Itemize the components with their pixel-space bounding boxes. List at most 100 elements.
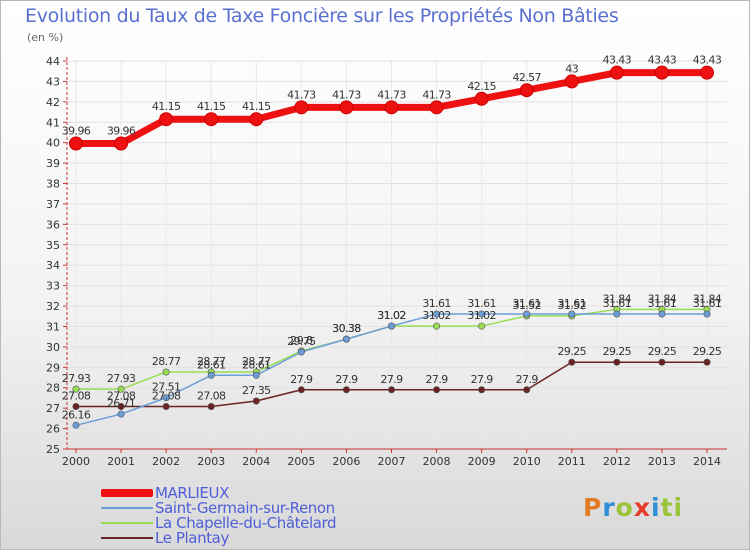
data-label: 27.08: [107, 390, 136, 403]
legend-swatch-marlieux: [101, 489, 153, 497]
x-tick-label: 2013: [648, 455, 676, 468]
data-label: 31.02: [467, 309, 496, 322]
data-label: 31.61: [467, 297, 496, 310]
x-tick-label: 2004: [242, 455, 270, 468]
data-label: 41.15: [197, 100, 226, 113]
y-tick-label: 36: [46, 218, 60, 231]
data-label: 43.43: [603, 54, 632, 67]
x-tick-label: 2005: [287, 455, 315, 468]
data-label: 28.77: [152, 355, 181, 368]
data-point: [433, 386, 441, 394]
legend-swatch-la-chapelle: [101, 522, 153, 524]
data-label: 27.08: [62, 390, 91, 403]
y-tick-label: 43: [46, 75, 60, 88]
data-point: [478, 386, 486, 394]
data-point: [613, 310, 621, 318]
data-point: [252, 371, 260, 379]
y-tick-label: 29: [46, 361, 60, 374]
logo-letter: r: [602, 493, 616, 522]
data-label: 28.77: [197, 355, 226, 368]
data-label: 27.08: [197, 390, 226, 403]
data-point: [387, 322, 395, 330]
data-label: 26.71: [107, 397, 136, 410]
data-label: 31.84: [603, 292, 632, 305]
data-point: [703, 310, 711, 318]
data-label: 41.73: [287, 88, 316, 101]
data-label: 26.16: [62, 408, 91, 421]
data-label: 31.61: [693, 297, 722, 310]
logo-letter: i: [673, 493, 684, 522]
data-point: [159, 112, 174, 127]
data-point: [387, 386, 395, 394]
data-point: [564, 74, 579, 89]
data-label: 27.93: [107, 372, 136, 385]
logo-letter: t: [660, 493, 674, 522]
data-label: 27.9: [516, 373, 539, 386]
y-tick-label: 37: [46, 198, 60, 211]
data-label: 27.9: [471, 373, 494, 386]
data-point: [162, 403, 170, 411]
data-point: [72, 421, 80, 429]
data-label: 41.15: [242, 100, 271, 113]
logo-letter: P: [583, 493, 603, 522]
y-tick-label: 26: [46, 423, 60, 436]
data-point: [339, 100, 354, 115]
y-tick-label: 39: [46, 157, 60, 170]
y-tick-label: 27: [46, 402, 60, 415]
data-point: [207, 403, 215, 411]
data-label: 43: [565, 62, 578, 75]
data-point: [297, 386, 305, 394]
data-label: 28.61: [197, 358, 226, 371]
legend-label-marlieux: MARLIEUX: [155, 484, 229, 502]
data-label: 31.61: [648, 297, 677, 310]
x-tick-label: 2010: [513, 455, 541, 468]
x-tick-label: 2014: [693, 455, 721, 468]
data-label: 31.61: [558, 297, 587, 310]
data-label: 42.15: [467, 80, 496, 93]
x-tick-label: 2006: [332, 455, 360, 468]
x-tick-label: 2007: [378, 455, 406, 468]
data-label: 27.08: [152, 390, 181, 403]
data-point: [654, 65, 669, 80]
proxiti-logo: Proxiti: [583, 493, 683, 522]
x-tick-label: 2002: [152, 455, 180, 468]
data-point: [72, 403, 80, 411]
data-label: 29.25: [648, 345, 677, 358]
y-tick-label: 34: [46, 259, 60, 272]
y-tick-label: 25: [46, 443, 60, 456]
legend-label-saint-germain: Saint-Germain-sur-Renon: [155, 499, 335, 517]
data-label: 31.02: [377, 309, 406, 322]
legend-swatch-saint-germain: [101, 507, 153, 509]
data-label: 41.73: [332, 88, 361, 101]
logo-letter: o: [615, 493, 634, 522]
data-label: 43.43: [693, 54, 722, 67]
data-point: [342, 335, 350, 343]
y-tick-label: 40: [46, 137, 60, 150]
data-label: 27.93: [62, 372, 91, 385]
y-tick-label: 32: [46, 300, 60, 313]
data-point: [204, 112, 219, 127]
data-point: [523, 386, 531, 394]
data-point: [519, 83, 534, 98]
data-label: 42.57: [512, 71, 541, 84]
data-label: 31.52: [512, 299, 541, 312]
data-label: 27.9: [290, 373, 313, 386]
data-point: [613, 358, 621, 366]
x-tick-label: 2001: [107, 455, 135, 468]
data-point: [69, 136, 83, 151]
data-point: [433, 310, 441, 318]
data-point: [478, 310, 486, 318]
data-point: [523, 310, 531, 318]
data-label: 29.8: [290, 334, 313, 347]
data-point: [207, 371, 215, 379]
x-tick-label: 2000: [62, 455, 90, 468]
data-label: 31.52: [558, 299, 587, 312]
data-label: 31.61: [603, 297, 632, 310]
data-point: [114, 136, 129, 151]
data-point: [703, 358, 711, 366]
data-point: [609, 65, 624, 80]
y-tick-label: 38: [46, 178, 60, 191]
data-label: 29.25: [603, 345, 632, 358]
data-label: 27.51: [152, 381, 181, 394]
